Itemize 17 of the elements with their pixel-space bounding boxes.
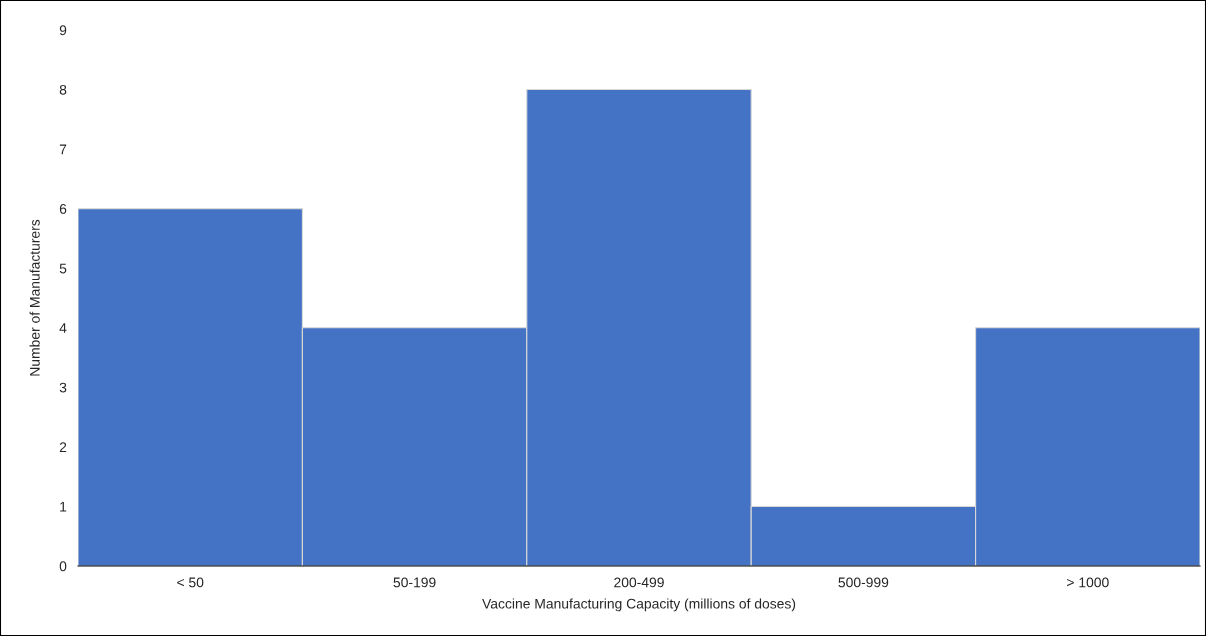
y-tick-label: 7 (59, 144, 67, 155)
x-axis-title: Vaccine Manufacturing Capacity (millions of doses) (482, 598, 796, 612)
y-tick-label: 2 (59, 442, 67, 452)
x-tick-label: 500-999 (838, 577, 889, 588)
y-tick-label: 8 (59, 84, 67, 95)
y-tick-label: 9 (59, 25, 67, 36)
y-tick-label: 4 (59, 323, 67, 333)
y-tick-label: 5 (59, 263, 67, 274)
x-tick-label: 50-199 (393, 577, 436, 588)
y-tick-label: 3 (59, 382, 67, 393)
y-tick-label: 1 (60, 501, 67, 512)
y-tick-label: 6 (59, 204, 67, 214)
y-axis-title: Number of Manufacturers (29, 219, 40, 376)
x-tick-label: < 50 (177, 577, 204, 588)
x-tick-label: 200-499 (614, 577, 664, 588)
y-tick-label: 0 (59, 561, 67, 572)
x-tick-label: > 1000 (1067, 577, 1109, 588)
